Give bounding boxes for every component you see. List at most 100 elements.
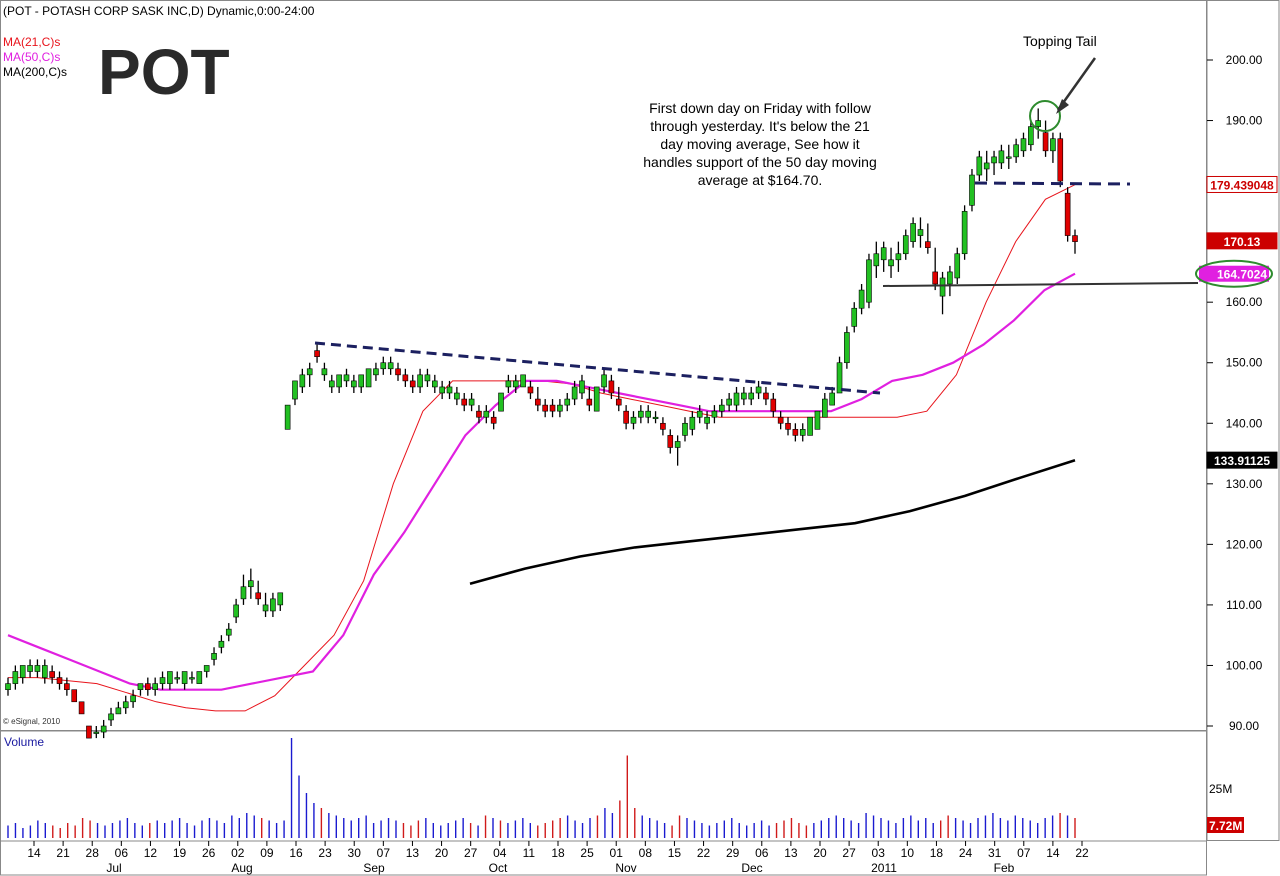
month-label: Sep [363,861,385,875]
candle [954,247,961,285]
moving-averages [7,184,1076,712]
candle [858,284,865,315]
candle [770,393,777,418]
day-tick-label: 10 [901,846,915,860]
indicator-legend: MA(21,C)sMA(50,C)sMA(200,C)s [3,35,67,79]
month-label: Dec [741,861,762,875]
candle [976,150,983,182]
candle [483,405,490,424]
candle [292,380,298,406]
candle [115,701,122,715]
month-label: Feb [994,861,1015,875]
candle [564,393,571,412]
candle [873,241,880,278]
volume-title: Volume [4,735,44,749]
candle [814,410,821,430]
day-tick-label: 16 [289,846,303,860]
day-tick-label: 09 [260,846,274,860]
candle [535,386,541,412]
candle [1035,108,1042,139]
candle [424,368,431,387]
day-tick-label: 03 [872,846,886,860]
candle [571,380,578,406]
candle [56,671,63,690]
day-tick-label: 25 [580,846,594,860]
legend-item: MA(200,C)s [3,65,67,79]
price-panel [0,0,1207,731]
candle [726,393,732,412]
candle [763,386,769,406]
candle [718,399,725,418]
day-tick-label: 18 [930,846,944,860]
candle [431,374,438,393]
arrowhead-icon [1056,99,1069,114]
candle [660,417,666,436]
day-tick-label: 19 [173,846,187,860]
day-tick-label: 27 [464,846,478,860]
time-axis: 14 21 28 06 12 19 26 02 09 16 23 30 07 13 20 27 04 11 18 25… [27,841,1089,875]
day-tick-label: 12 [144,846,158,860]
day-tick-label: 22 [697,846,711,860]
price-badge [1206,451,1278,469]
day-tick-label: 20 [435,846,449,860]
candle [490,411,497,430]
candle [785,417,791,436]
price-badge-label: 164.7024 [1217,268,1267,282]
candle [689,411,696,436]
candle [1005,144,1012,169]
day-tick-label: 30 [348,846,362,860]
candle [682,417,688,442]
day-tick-label: 26 [202,846,216,860]
candle [917,217,924,248]
candle [380,356,387,375]
candle [270,592,276,618]
candle [262,592,269,618]
candle [851,302,858,333]
candle [748,386,755,406]
candle [998,144,1005,169]
candle [939,271,946,315]
candle [314,344,320,363]
volume-last-badge [1207,817,1244,833]
candle [328,374,335,393]
month-label: Aug [231,861,252,875]
candle [755,380,762,400]
candle [991,150,997,176]
volume-axis-label: 25M [1209,782,1232,796]
candle [1064,187,1071,242]
price-axis-panel [1206,0,1280,841]
price-tick-label: 200.00 [1226,53,1263,67]
ticker-label: POT [98,36,230,108]
candle [1050,132,1056,163]
note-line: handles support of the 50 day moving [643,154,877,170]
support-line [882,282,1199,287]
candle [1042,120,1049,157]
candle [711,405,718,424]
candle [733,386,740,412]
candle [667,429,674,454]
candle [365,368,372,388]
candle [880,241,887,272]
candle [777,411,784,430]
month-label: Jul [106,861,121,875]
candle [902,229,909,260]
candle [248,568,254,599]
day-tick-label: 22 [1075,846,1089,860]
topping-tail-circle [1029,100,1061,132]
candle [174,671,181,684]
candle [792,423,799,442]
day-tick-label: 21 [56,846,70,860]
candle [1013,138,1019,163]
copyright-text: © eSignal, 2010 [3,717,61,726]
candle [71,689,78,703]
price-tick-label: 110.00 [1226,598,1262,612]
candle [240,574,247,605]
month-label: 2011 [871,861,897,875]
day-tick-label: 24 [959,846,973,860]
candle [498,392,504,412]
candle [461,393,468,412]
candle [145,677,151,696]
candle [211,647,217,666]
candle [284,404,291,430]
candle [557,399,563,418]
